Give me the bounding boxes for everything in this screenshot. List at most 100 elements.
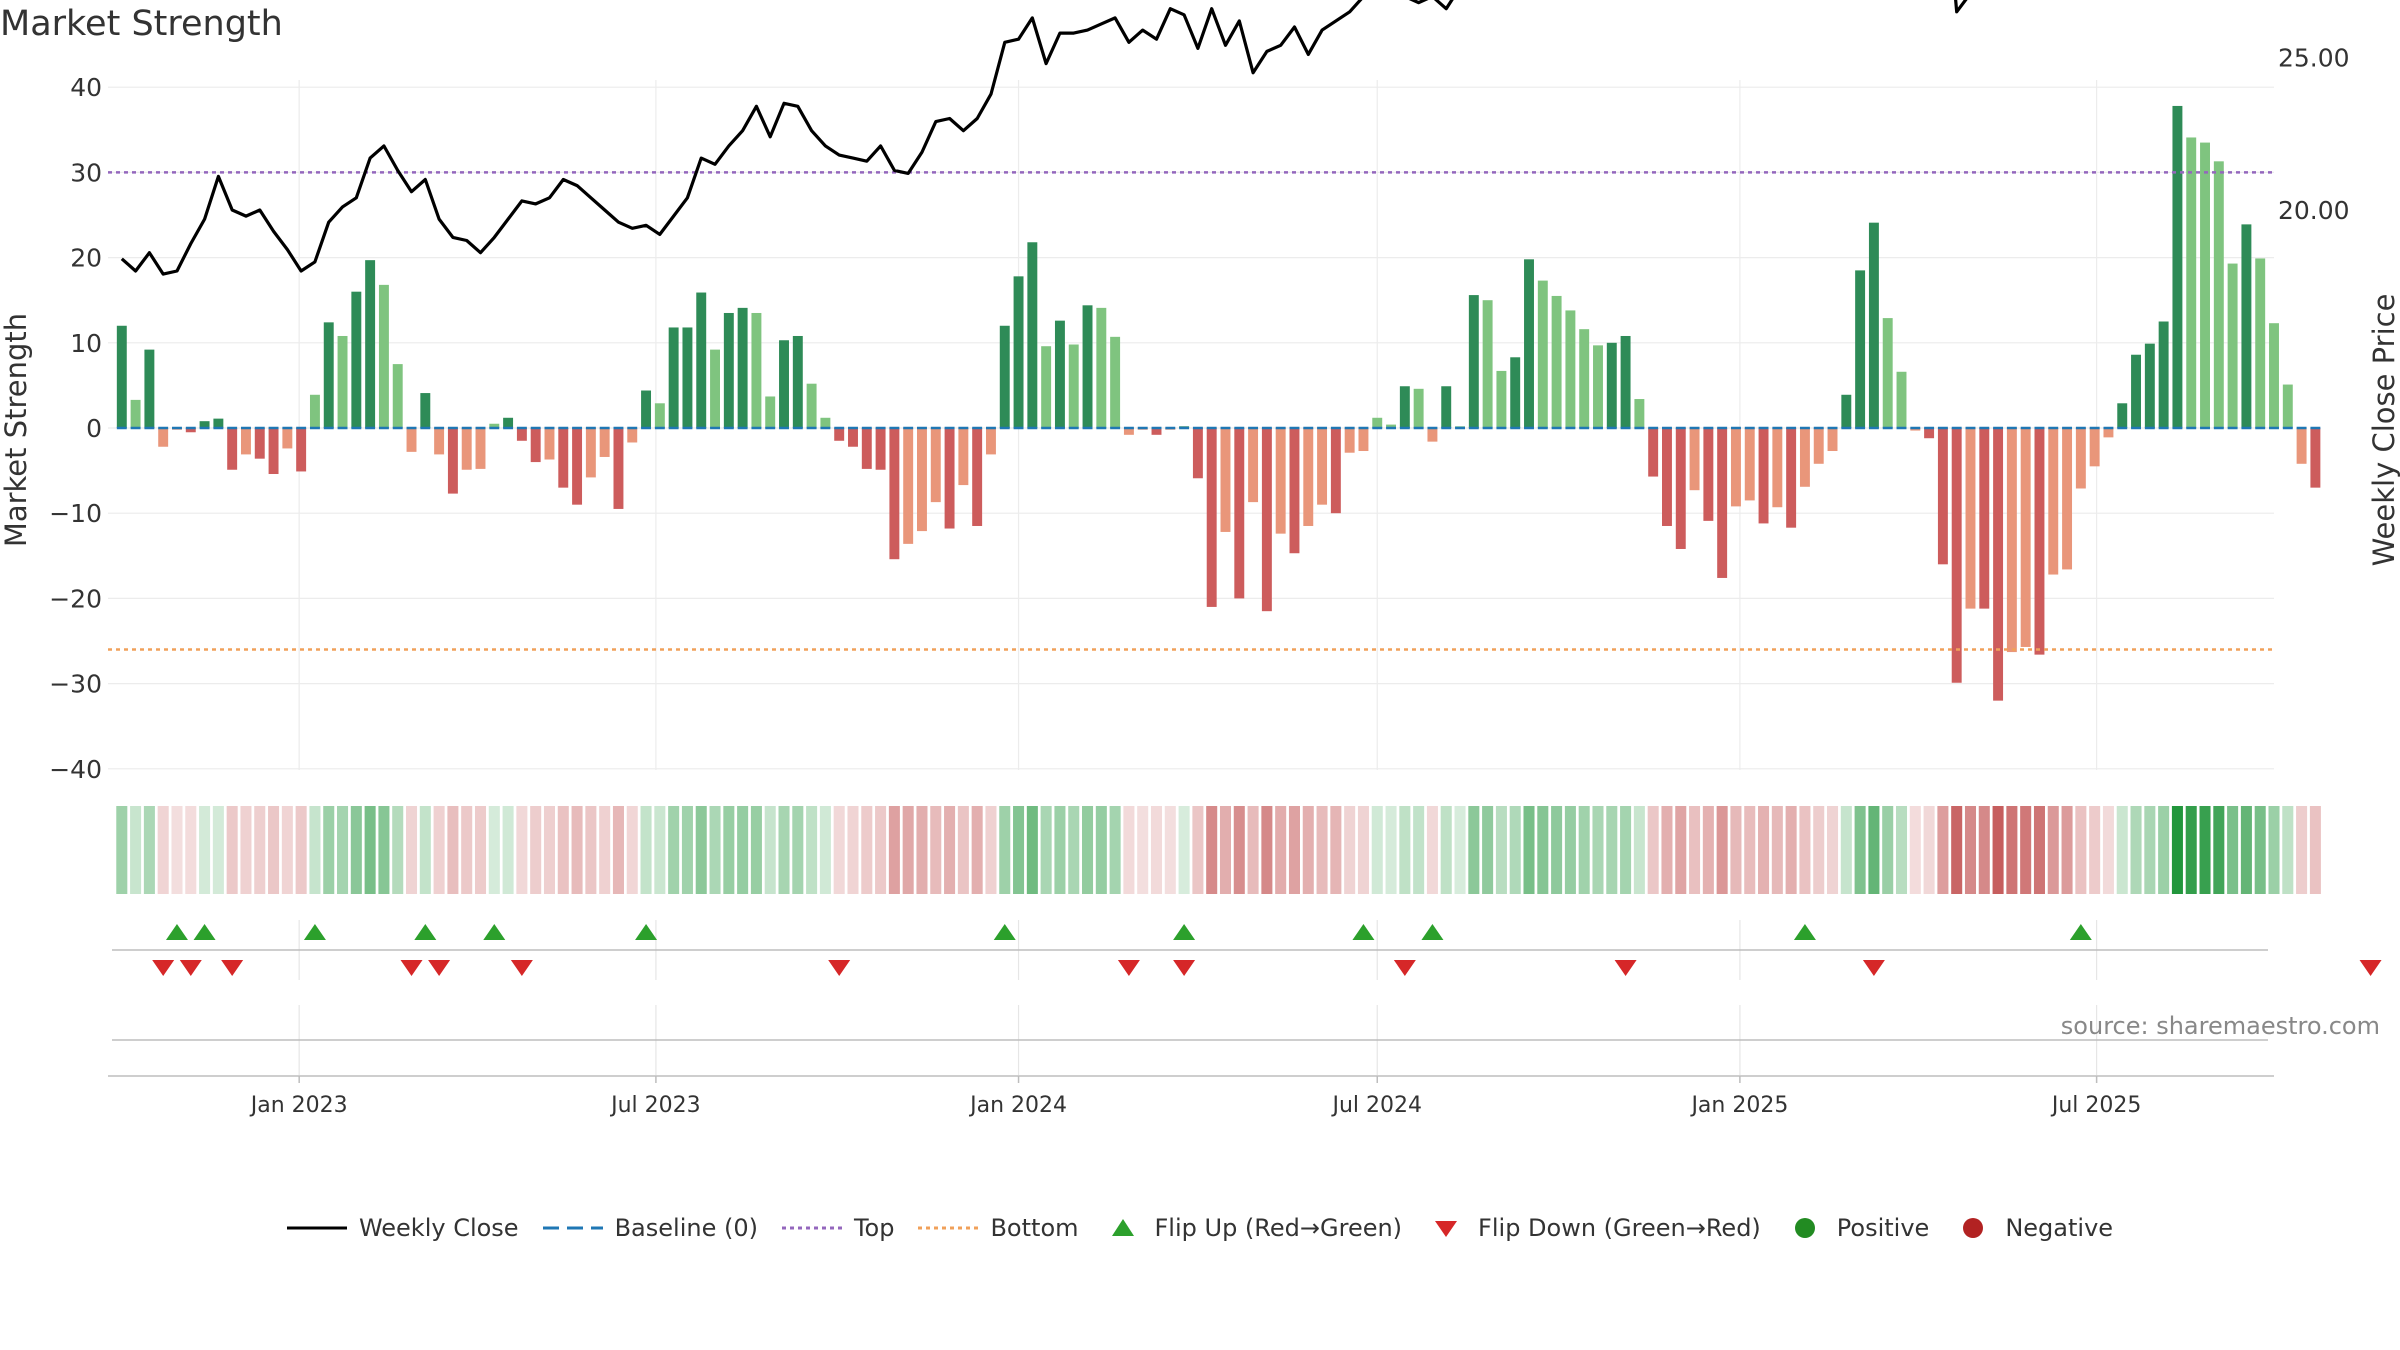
heat-cell bbox=[971, 806, 983, 894]
heat-cell bbox=[1799, 806, 1811, 894]
flip-up-marker bbox=[483, 924, 506, 940]
circle-icon bbox=[1794, 1218, 1815, 1238]
heat-cell bbox=[1178, 806, 1190, 894]
legend-label: Flip Down (Green→Red) bbox=[1478, 1214, 1761, 1242]
strength-bar bbox=[351, 291, 362, 428]
strength-bar bbox=[1151, 428, 1162, 435]
flip-down-marker bbox=[152, 960, 175, 976]
strength-bar bbox=[999, 325, 1010, 428]
heat-cell bbox=[2254, 806, 2266, 894]
heat-cell bbox=[654, 806, 666, 894]
flip-down-marker bbox=[428, 960, 451, 976]
strength-bar bbox=[2089, 428, 2100, 467]
strength-bar bbox=[2158, 321, 2169, 428]
strength-bar bbox=[723, 312, 734, 428]
heat-cell bbox=[309, 806, 321, 894]
strength-bar bbox=[1896, 371, 1907, 428]
heat-cell bbox=[1123, 806, 1135, 894]
heat-cell bbox=[130, 806, 142, 894]
strength-bar bbox=[447, 428, 458, 494]
heat-cell bbox=[1068, 806, 1080, 894]
heat-cell bbox=[1316, 806, 1328, 894]
strength-bar bbox=[2006, 428, 2017, 653]
flip-down-marker bbox=[1614, 960, 1637, 976]
heat-cell bbox=[833, 806, 845, 894]
strength-bar bbox=[1565, 310, 1576, 428]
strength-bar bbox=[1275, 428, 1286, 534]
heat-cell bbox=[1302, 806, 1314, 894]
strength-bar bbox=[1786, 428, 1797, 528]
strength-bar bbox=[682, 327, 693, 428]
heat-cell bbox=[1275, 806, 1287, 894]
strength-bar bbox=[323, 322, 334, 428]
legend-flip-up: Flip Up (Red→Green) bbox=[1103, 1214, 1402, 1242]
heat-cell bbox=[281, 806, 293, 894]
heat-cell bbox=[902, 806, 914, 894]
heat-cell bbox=[240, 806, 252, 894]
heat-cell bbox=[847, 806, 859, 894]
flip-down-marker bbox=[2359, 960, 2382, 976]
flip-up-marker bbox=[1421, 924, 1444, 940]
strength-bar bbox=[1248, 428, 1259, 503]
strength-bar bbox=[1620, 335, 1631, 428]
strength-bar bbox=[544, 428, 555, 460]
heat-cell bbox=[1109, 806, 1121, 894]
flip-up-marker bbox=[414, 924, 437, 940]
strength-bar bbox=[820, 417, 831, 428]
heat-cell bbox=[1013, 806, 1025, 894]
legend-label: Top bbox=[853, 1214, 895, 1242]
bottom-swatch bbox=[918, 1226, 979, 1230]
heat-cell bbox=[571, 806, 583, 894]
y-right-tick-label: 25.00 bbox=[2278, 44, 2350, 73]
heat-cell bbox=[1647, 806, 1659, 894]
strength-bar bbox=[1717, 428, 1728, 578]
strength-bar bbox=[1744, 428, 1755, 501]
strength-bar bbox=[2144, 343, 2155, 428]
strength-bar bbox=[1303, 428, 1314, 526]
flip-markers-layer bbox=[112, 924, 2382, 1041]
strength-bar bbox=[806, 383, 817, 428]
strength-bar bbox=[641, 390, 652, 428]
legend-baseline: Baseline (0) bbox=[542, 1214, 758, 1242]
y-left-tick-label: −20 bbox=[49, 584, 102, 613]
strength-bar bbox=[1206, 428, 1217, 607]
heat-cell bbox=[1951, 806, 1963, 894]
heat-cell bbox=[543, 806, 555, 894]
strength-bar bbox=[1730, 428, 1741, 507]
flip-up-marker bbox=[635, 924, 658, 940]
heat-cell bbox=[723, 806, 735, 894]
heat-cell bbox=[1730, 806, 1742, 894]
reference-lines-layer bbox=[108, 171, 2274, 651]
strength-bar bbox=[530, 428, 541, 463]
strength-bar bbox=[1537, 280, 1548, 428]
strength-bar bbox=[696, 292, 707, 428]
strength-bar bbox=[2200, 142, 2210, 428]
strength-bar bbox=[309, 394, 320, 428]
heat-cell bbox=[1413, 806, 1425, 894]
strength-bar bbox=[792, 335, 803, 428]
strength-bar bbox=[1551, 295, 1562, 428]
heat-cell bbox=[1689, 806, 1701, 894]
strength-bar bbox=[2269, 323, 2279, 428]
top-swatch bbox=[781, 1226, 842, 1230]
y-left-tick-label: −10 bbox=[49, 499, 102, 528]
strength-bar bbox=[1855, 270, 1866, 428]
strength-bar bbox=[1192, 428, 1203, 479]
y-right-tick-label: 20.00 bbox=[2278, 196, 2350, 225]
heat-cell bbox=[1261, 806, 1273, 894]
legend: Weekly Close Baseline (0) Top Bottom Fli… bbox=[0, 1208, 2400, 1248]
strength-bar bbox=[2282, 384, 2293, 428]
heat-cell bbox=[1551, 806, 1563, 894]
circle-icon bbox=[1963, 1218, 1984, 1238]
heat-cell bbox=[1150, 806, 1163, 894]
heat-cell bbox=[378, 806, 390, 894]
strength-bar bbox=[917, 428, 927, 532]
heat-cell bbox=[1192, 806, 1204, 894]
legend-weekly-close: Weekly Close bbox=[286, 1214, 519, 1242]
heat-cell bbox=[1164, 806, 1176, 894]
y-left-tick-label: 0 bbox=[86, 414, 102, 443]
y-left-tick-label: 30 bbox=[70, 158, 102, 187]
strength-bar bbox=[1261, 428, 1272, 612]
heat-cell bbox=[1095, 806, 1107, 894]
strength-bar bbox=[654, 403, 665, 428]
